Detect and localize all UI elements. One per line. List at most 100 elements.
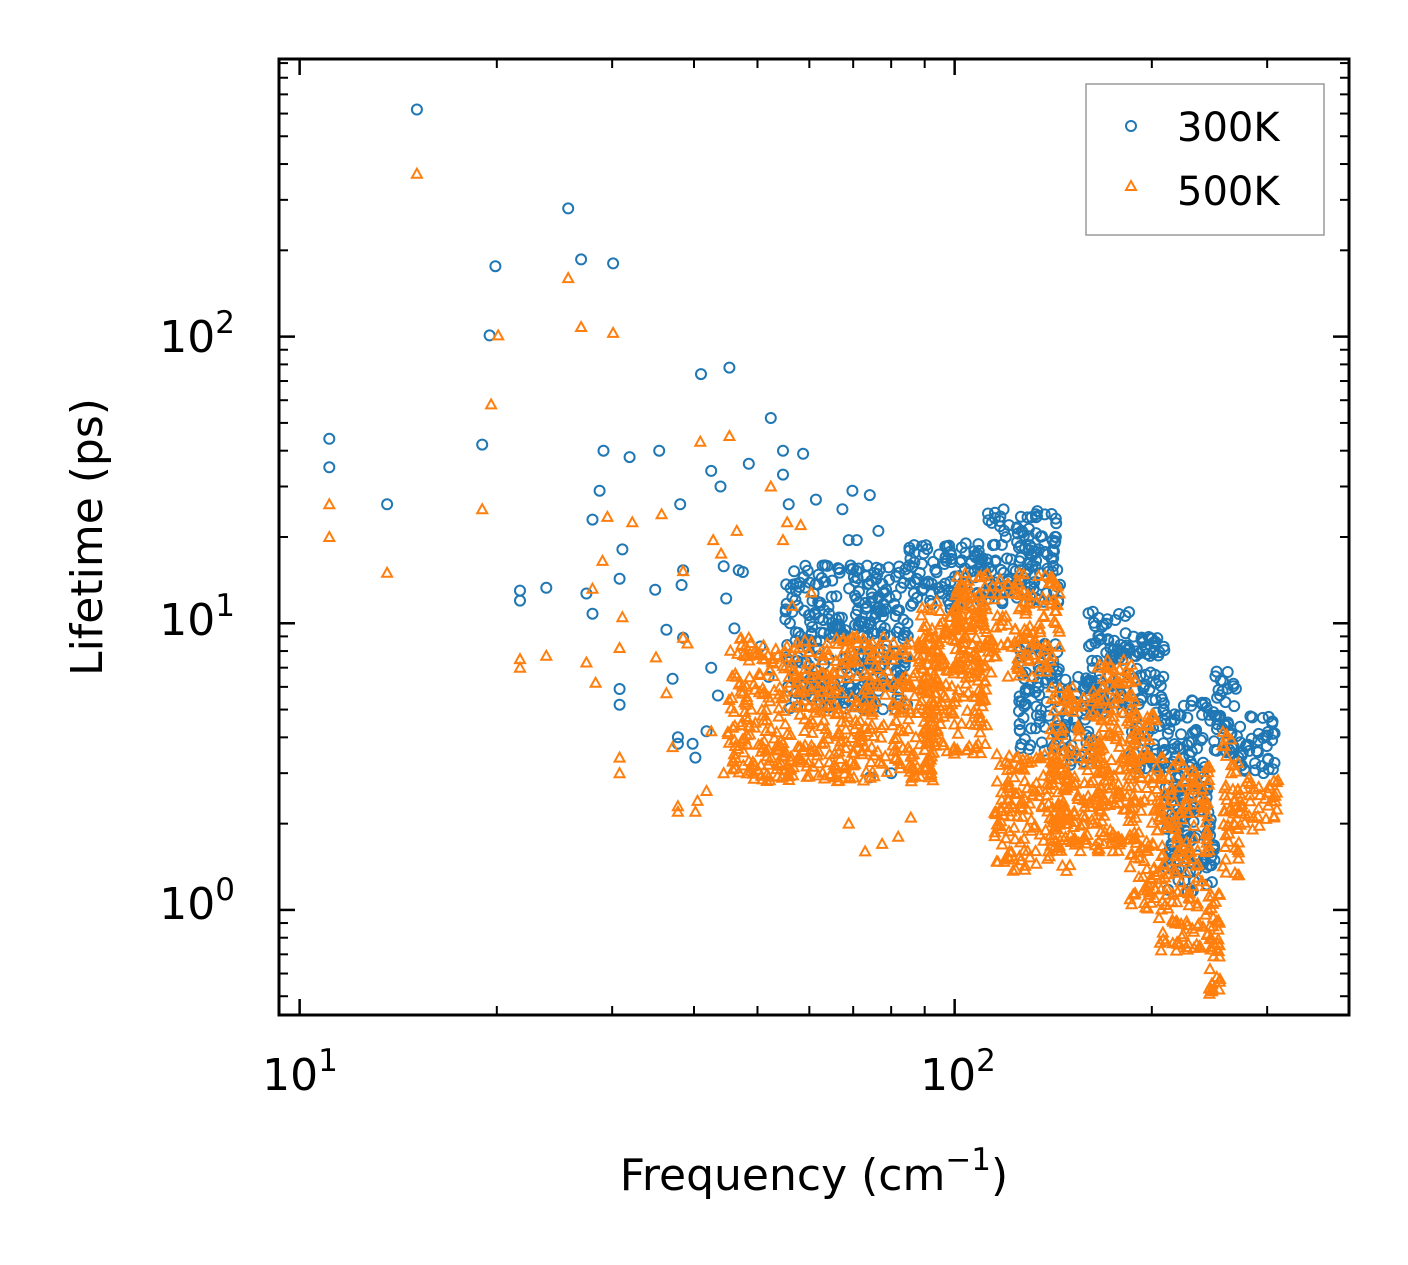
cluster-point-500k: [727, 704, 741, 717]
cluster-point-300k: [925, 588, 938, 601]
cluster-point-500k: [740, 766, 754, 779]
legend-label-300k: 300K: [1177, 105, 1281, 151]
cluster-point-500k: [820, 642, 834, 655]
cluster-point-500k: [829, 759, 843, 772]
cluster-point-500k: [1009, 750, 1023, 763]
cluster-point-300k: [969, 551, 982, 564]
point-500k: [380, 565, 394, 578]
cluster-point-300k: [1165, 715, 1178, 728]
point-500k: [704, 724, 718, 737]
cluster-point-500k: [1224, 766, 1239, 779]
cluster-point-500k: [771, 743, 786, 756]
cluster-point-500k: [1036, 598, 1050, 611]
cluster-point-300k: [905, 599, 918, 612]
cluster-point-500k: [851, 727, 866, 740]
cluster-point-500k: [1176, 927, 1190, 940]
point-500k: [891, 829, 905, 842]
cluster-point-300k: [911, 591, 924, 604]
cluster-point-500k: [1150, 782, 1164, 795]
cluster-point-500k: [1048, 576, 1062, 589]
cluster-point-500k: [805, 682, 819, 695]
cluster-point-500k: [981, 650, 996, 663]
cluster-point-300k: [1059, 673, 1072, 686]
cluster-point-500k: [974, 569, 988, 582]
cluster-point-500k: [967, 703, 981, 716]
point-500k: [858, 844, 872, 857]
cluster-point-500k: [780, 639, 794, 652]
cluster-point-300k: [1171, 740, 1184, 753]
cluster-point-500k: [778, 717, 792, 730]
cluster-point-500k: [1067, 807, 1082, 820]
cluster-point-300k: [1246, 711, 1259, 724]
cluster-point-300k: [1262, 710, 1275, 723]
point-500k: [671, 799, 685, 812]
cluster-point-500k: [925, 621, 939, 634]
cluster-point-500k: [774, 733, 788, 746]
cluster-point-500k: [1141, 748, 1156, 761]
cluster-point-500k: [936, 738, 951, 751]
cluster-point-500k: [815, 653, 829, 666]
cluster-point-500k: [958, 566, 972, 579]
cluster-point-500k: [863, 672, 878, 685]
point-300k: [842, 534, 855, 547]
cluster-point-300k: [804, 615, 817, 628]
cluster-point-500k: [1103, 823, 1117, 836]
cluster-point-300k: [1014, 510, 1027, 523]
cluster-point-500k: [1019, 603, 1033, 616]
point-300k: [653, 444, 666, 457]
cluster-point-500k: [1063, 740, 1077, 753]
cluster-point-300k: [870, 561, 883, 574]
cluster-point-500k: [972, 616, 986, 629]
cluster-point-500k: [735, 679, 750, 692]
cluster-point-500k: [1169, 854, 1183, 867]
cluster-point-500k: [749, 648, 763, 661]
cluster-point-500k: [1038, 568, 1052, 581]
cluster-point-300k: [1249, 757, 1262, 770]
point-300k: [720, 592, 733, 605]
cluster-point-300k: [1186, 694, 1198, 707]
cluster-point-500k: [1212, 938, 1227, 951]
cluster-point-300k: [832, 611, 845, 624]
point-500k: [615, 610, 630, 623]
cluster-point-500k: [734, 734, 748, 747]
cluster-point-300k: [788, 565, 801, 578]
cluster-point-500k: [740, 692, 754, 705]
cluster-point-500k: [943, 703, 958, 716]
point-300k: [764, 412, 777, 424]
cluster-point-500k: [1124, 730, 1138, 743]
cluster-point-500k: [951, 726, 965, 739]
cluster-point-500k: [1092, 744, 1106, 757]
cluster-point-500k: [1010, 809, 1024, 822]
cluster-point-500k: [1191, 870, 1205, 883]
point-500k: [717, 766, 731, 779]
cluster-point-500k: [777, 703, 792, 716]
cluster-point-500k: [1097, 678, 1111, 691]
cluster-point-500k: [1092, 841, 1106, 854]
cluster-point-500k: [1095, 787, 1109, 800]
cluster-point-500k: [1046, 822, 1061, 835]
cluster-point-500k: [807, 661, 821, 674]
point-300k: [476, 438, 489, 451]
cluster-point-500k: [795, 753, 809, 766]
cluster-point-500k: [1072, 751, 1086, 764]
cluster-point-500k: [1190, 843, 1205, 856]
cluster-point-500k: [789, 666, 803, 679]
cluster-point-500k: [833, 727, 847, 740]
cluster-point-500k: [1093, 779, 1108, 792]
cluster-point-500k: [1124, 795, 1138, 808]
cluster-point-500k: [916, 724, 931, 737]
cluster-point-300k: [889, 610, 902, 622]
cluster-point-500k: [760, 749, 774, 762]
cluster-point-500k: [839, 715, 853, 728]
cluster-point-500k: [1057, 703, 1071, 716]
cluster-point-500k: [1009, 862, 1023, 875]
cluster-point-300k: [930, 566, 943, 579]
cluster-point-500k: [1004, 804, 1018, 817]
point-300k: [660, 623, 673, 636]
cluster-point-500k: [804, 738, 819, 751]
cluster-point-500k: [1049, 815, 1063, 828]
legend-marker-500k: [1124, 178, 1138, 191]
cluster-point-500k: [864, 755, 878, 768]
cluster-point-500k: [1168, 849, 1183, 862]
cluster-point-500k: [1082, 708, 1096, 721]
